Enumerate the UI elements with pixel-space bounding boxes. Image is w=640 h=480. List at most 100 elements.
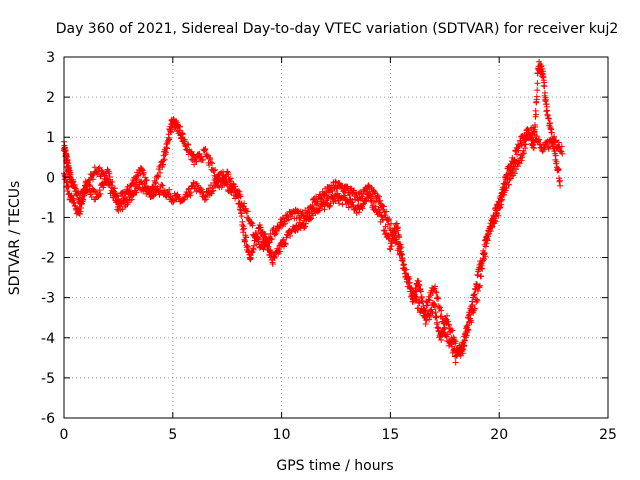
data-point [267,248,274,255]
data-point [287,233,294,239]
data-point [493,202,500,209]
data-point [497,193,504,200]
data-point [377,209,384,216]
data-point [171,125,178,132]
data-point [261,231,268,238]
data-point [301,225,307,231]
data-point [538,62,545,69]
data-point [251,242,257,249]
data-point [165,190,171,197]
data-point [444,331,451,338]
data-point [139,166,145,173]
data-point [549,143,556,150]
data-point [206,154,213,161]
data-point [460,340,467,346]
data-point [478,273,485,280]
data-point [215,182,222,189]
x-tick-label: 25 [599,427,617,443]
data-point [440,316,446,322]
data-point [336,200,342,207]
data-point [65,184,72,190]
data-point [424,302,431,309]
data-point [166,136,173,143]
data-point [203,196,209,203]
data-point [166,186,173,193]
data-point [552,152,559,159]
data-point [157,169,164,176]
data-point [433,289,440,296]
data-point [487,228,494,235]
data-point [201,147,208,153]
data-point [404,274,411,281]
plot-frame [63,56,609,419]
data-point [132,177,139,184]
data-point [451,347,458,354]
data-point [469,301,476,308]
data-point [277,248,284,255]
data-point [279,214,286,221]
data-point [375,193,382,200]
data-point [476,282,483,289]
y-tick-label: -5 [41,371,55,387]
data-point [432,283,439,290]
data-point [306,210,313,217]
data-point [371,189,378,196]
data-point [329,188,336,195]
data-point [86,182,93,188]
data-point [158,181,165,188]
data-point [514,163,521,170]
data-point [473,296,480,303]
data-point [225,171,232,178]
data-point [201,196,208,203]
data-point [432,309,439,316]
data-point [248,254,255,261]
data-point [458,347,465,354]
data-point [422,308,429,314]
data-point [456,350,463,357]
data-point [519,150,526,157]
data-point [506,176,513,183]
data-point [471,291,478,298]
data-point [134,185,141,192]
y-tick-label: -4 [41,331,55,347]
data-point [537,141,544,148]
data-point [193,158,200,165]
data-point [209,160,216,167]
data-point [475,288,481,294]
data-point [235,187,242,194]
data-point [389,229,396,236]
data-point [426,297,433,304]
data-point [97,190,104,197]
y-tick-label: -6 [41,411,55,427]
data-point [252,230,259,236]
data-point [152,180,159,187]
chart-title: Day 360 of 2021, Sidereal Day-to-day VTE… [56,21,619,37]
x-axis-label: GPS time / hours [276,458,393,474]
grid-layer [64,57,608,418]
data-point [385,232,391,238]
data-point [254,235,261,242]
data-point [193,188,200,195]
data-point [553,158,560,165]
data-point [416,300,423,307]
data-point [108,184,115,191]
data-point [151,184,158,190]
data-point [425,296,432,303]
data-point [213,179,220,186]
data-point [200,157,206,163]
data-point [483,240,490,247]
data-point [545,145,552,152]
data-point [255,238,262,245]
data-point [417,288,424,295]
data-point [511,170,518,177]
data-point [380,227,387,234]
data-point [106,179,113,186]
data-point [249,222,256,229]
data-point [461,337,468,344]
data-point [241,200,248,207]
data-point [239,218,246,225]
data-point [475,283,482,290]
data-point [64,179,71,186]
data-point [282,241,289,248]
data-point [216,170,223,177]
